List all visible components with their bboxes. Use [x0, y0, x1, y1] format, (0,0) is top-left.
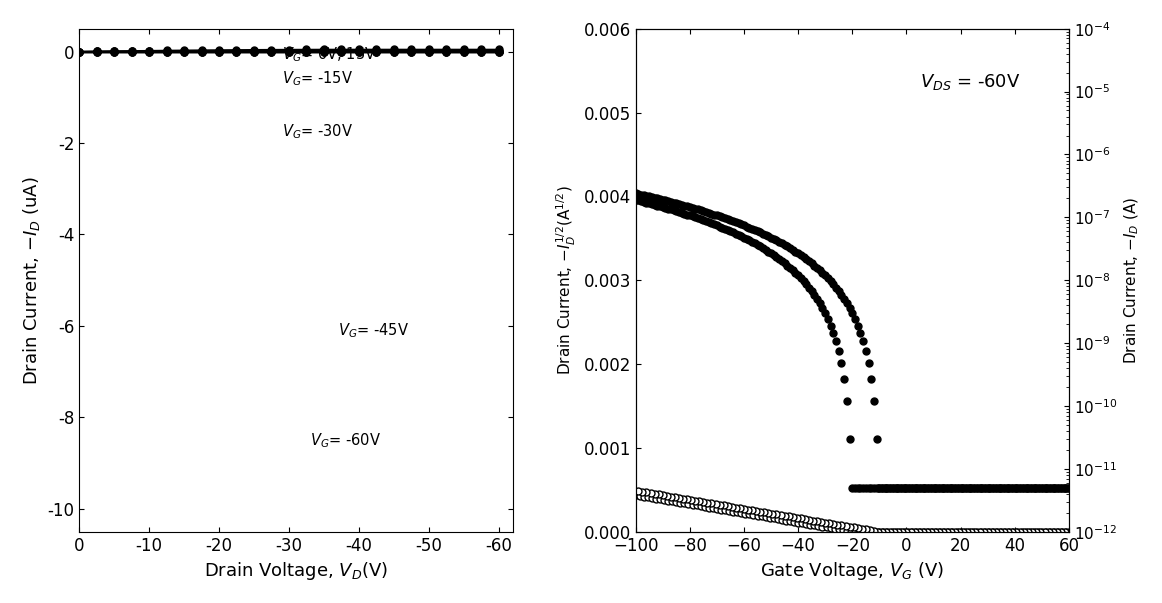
X-axis label: Drain Voltage, $V_D$(V): Drain Voltage, $V_D$(V) — [203, 560, 388, 582]
Text: $V_G$= -60V: $V_G$= -60V — [310, 431, 381, 450]
Y-axis label: Drain Current, $-I_D$ (uA): Drain Current, $-I_D$ (uA) — [21, 176, 42, 385]
Text: $V_G$= -30V: $V_G$= -30V — [282, 122, 353, 141]
Text: $V_G$= -45V: $V_G$= -45V — [338, 321, 409, 340]
Y-axis label: Drain Current, $-I_D^{1/2}$(A$^{1/2}$): Drain Current, $-I_D^{1/2}$(A$^{1/2}$) — [554, 185, 578, 375]
Y-axis label: Drain Current, $-I_D$ (A): Drain Current, $-I_D$ (A) — [1122, 197, 1141, 364]
Text: $V_G$= -15V: $V_G$= -15V — [282, 69, 353, 88]
Text: $V_G$= 0V, 15V: $V_G$= 0V, 15V — [282, 46, 376, 65]
X-axis label: Gate Voltage, $V_G$ (V): Gate Voltage, $V_G$ (V) — [760, 560, 945, 582]
Text: $V_{DS}$ = -60V: $V_{DS}$ = -60V — [920, 72, 1020, 92]
